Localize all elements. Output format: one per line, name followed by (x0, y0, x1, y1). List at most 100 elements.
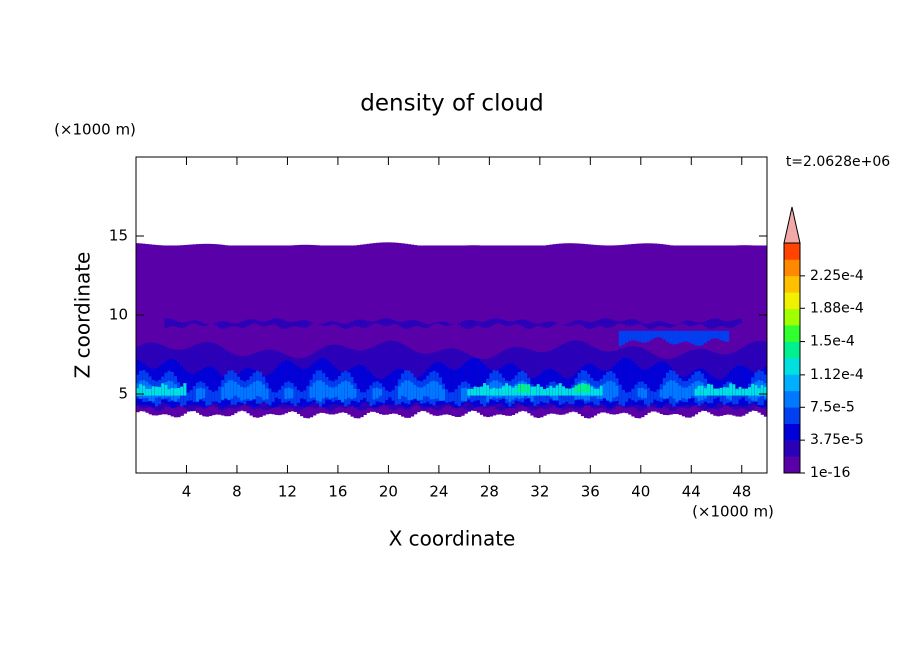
contour-band (139, 243, 143, 412)
contour-band (574, 320, 579, 325)
contour-band (618, 321, 623, 324)
contour-band (385, 242, 389, 415)
contour-band (609, 245, 613, 415)
contour-band (341, 381, 345, 402)
contour-band (180, 386, 184, 396)
contour-band (631, 244, 635, 417)
contour-band (489, 388, 494, 396)
contour-band (710, 384, 714, 396)
contour-band (167, 380, 172, 398)
contour-band (495, 318, 500, 324)
contour-band (678, 245, 683, 415)
contour-band (558, 383, 563, 396)
contour-band (722, 330, 727, 342)
contour-band (662, 244, 667, 415)
contour-band (347, 381, 352, 398)
contour-band (508, 385, 512, 396)
contour-band (625, 357, 629, 406)
y-axis-label: Z coordinate (71, 252, 95, 379)
contour-band (454, 245, 459, 417)
contour-band (565, 243, 569, 414)
contour-band (590, 386, 594, 396)
contour-band (202, 388, 206, 399)
contour-band (675, 330, 680, 345)
contour-band (568, 389, 572, 404)
contour-band (218, 321, 222, 328)
contour-band (590, 322, 594, 329)
contour-band (262, 384, 266, 400)
contour-band (631, 361, 635, 406)
contour-band (429, 245, 434, 415)
contour-band (571, 243, 576, 412)
contour-band (565, 388, 569, 396)
x-tick-label: 36 (581, 483, 600, 501)
contour-band (587, 322, 591, 329)
contour-band (514, 320, 519, 325)
contour-band (347, 323, 352, 329)
contour-band (479, 245, 484, 415)
contour-band (741, 366, 746, 407)
contour-band (625, 244, 629, 414)
contour-band (621, 330, 626, 345)
contour-band (688, 320, 692, 327)
contour-band (233, 245, 238, 414)
contour-band (495, 245, 500, 415)
contour-band (612, 245, 617, 415)
contour-band (161, 383, 165, 396)
contour-band (161, 245, 165, 415)
contour-band (277, 364, 282, 405)
contour-band (716, 388, 721, 396)
contour-band (476, 321, 481, 326)
contour-band (227, 322, 232, 328)
contour-band (167, 245, 172, 416)
contour-band (243, 387, 247, 400)
contour-band (186, 244, 191, 412)
contour-band (183, 245, 187, 414)
contour-band (615, 245, 620, 415)
contour-band (694, 330, 699, 346)
contour-band (694, 388, 699, 396)
contour-band (530, 386, 535, 396)
contour-band (281, 319, 285, 329)
contour-band (407, 380, 411, 401)
contour-band (681, 330, 686, 342)
contour-band (290, 322, 295, 327)
contour-band (738, 365, 743, 406)
contour-band (366, 243, 370, 413)
contour-band (460, 321, 465, 328)
contour-band (757, 388, 762, 396)
contour-band (656, 321, 661, 327)
contour-band (719, 319, 724, 326)
contour-band (539, 323, 544, 327)
contour-band (678, 385, 683, 401)
contour-band (148, 388, 153, 396)
contour-band (476, 245, 481, 413)
contour-band (647, 387, 651, 407)
contour-band (309, 244, 314, 418)
contour-band (356, 364, 361, 407)
contour-band (306, 385, 311, 403)
contour-band (325, 384, 329, 398)
contour-band (221, 386, 225, 400)
contour-band (703, 388, 708, 396)
contour-band (596, 320, 601, 327)
contour-band (479, 361, 484, 406)
colorbar-band (784, 275, 800, 293)
contour-band (438, 245, 443, 416)
contour-band (192, 386, 197, 403)
contour-band (602, 245, 607, 413)
x-tick-label: 8 (232, 483, 242, 501)
contour-band (173, 245, 178, 418)
contour-band (710, 390, 714, 403)
contour-band (599, 385, 604, 396)
contour-band (214, 244, 219, 415)
contour-band (539, 386, 544, 396)
contour-band (561, 390, 566, 404)
contour-band (214, 370, 219, 404)
contour-band (224, 245, 228, 417)
contour-band (211, 391, 216, 402)
contour-band (353, 388, 358, 398)
contour-band (517, 384, 522, 393)
contour-band (678, 322, 683, 324)
contour-band (580, 243, 585, 417)
